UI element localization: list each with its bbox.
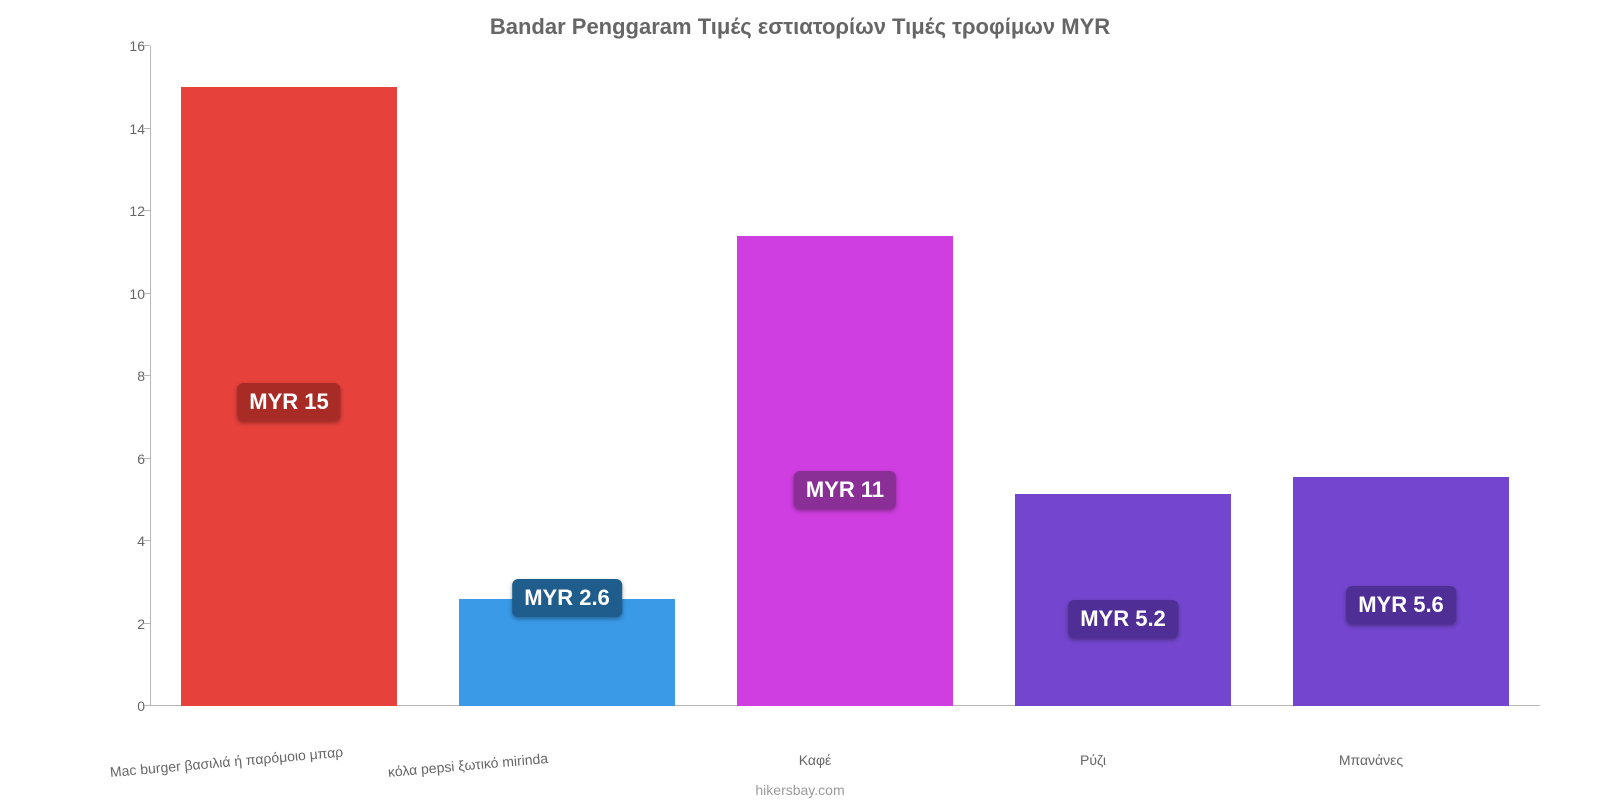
x-tick-label: Μπανάνες [1339, 752, 1403, 768]
bar-slot: MYR 15 [150, 46, 428, 706]
x-tick-label: Ρύζι [1080, 752, 1106, 768]
y-tick-mark [144, 623, 150, 624]
bar-slot: MYR 11 [706, 46, 984, 706]
y-tick-label: 10 [95, 286, 145, 302]
x-tick-label: κόλα pepsi ξωτικό mirinda [387, 750, 548, 780]
y-axis: 0246810121416 [95, 46, 145, 706]
bar-slot: MYR 2.6 [428, 46, 706, 706]
y-tick-mark [144, 45, 150, 46]
plot-area: 0246810121416 MYR 15MYR 2.6MYR 11MYR 5.2… [150, 46, 1540, 706]
y-tick-label: 6 [95, 451, 145, 467]
y-tick-mark [144, 128, 150, 129]
chart-title: Bandar Penggaram Τιμές εστιατορίων Τιμές… [30, 14, 1570, 40]
y-tick-mark [144, 293, 150, 294]
bar-value-label: MYR 5.2 [1068, 600, 1178, 638]
y-tick-mark [144, 540, 150, 541]
y-tick-mark [144, 458, 150, 459]
bars-container: MYR 15 MYR 2.6 MYR 11 MYR 5.2 MYR 5.6 [150, 46, 1540, 706]
y-tick-mark [144, 705, 150, 706]
y-tick-label: 12 [95, 203, 145, 219]
bar-value-label: MYR 11 [794, 471, 896, 509]
x-tick-label: Mac burger βασιλιά ή παρόμοιο μπαρ [109, 744, 343, 780]
y-tick-mark [144, 210, 150, 211]
y-tick-mark [144, 375, 150, 376]
bar-value-label: MYR 5.6 [1346, 586, 1456, 624]
bar-value-label: MYR 15 [237, 383, 340, 421]
y-tick-label: 2 [95, 616, 145, 632]
y-tick-label: 8 [95, 368, 145, 384]
y-tick-label: 16 [95, 38, 145, 54]
bar-value-label: MYR 2.6 [512, 579, 622, 617]
bar-slot: MYR 5.2 [984, 46, 1262, 706]
y-tick-label: 0 [95, 698, 145, 714]
bar-slot: MYR 5.6 [1262, 46, 1540, 706]
x-axis-labels: Mac burger βασιλιά ή παρόμοιο μπαρκόλα p… [120, 746, 1570, 784]
attribution-text: hikersbay.com [0, 782, 1600, 798]
y-tick-label: 4 [95, 533, 145, 549]
x-tick-label: Καφέ [799, 752, 832, 768]
y-tick-label: 14 [95, 121, 145, 137]
price-bar-chart: Bandar Penggaram Τιμές εστιατορίων Τιμές… [0, 0, 1600, 800]
